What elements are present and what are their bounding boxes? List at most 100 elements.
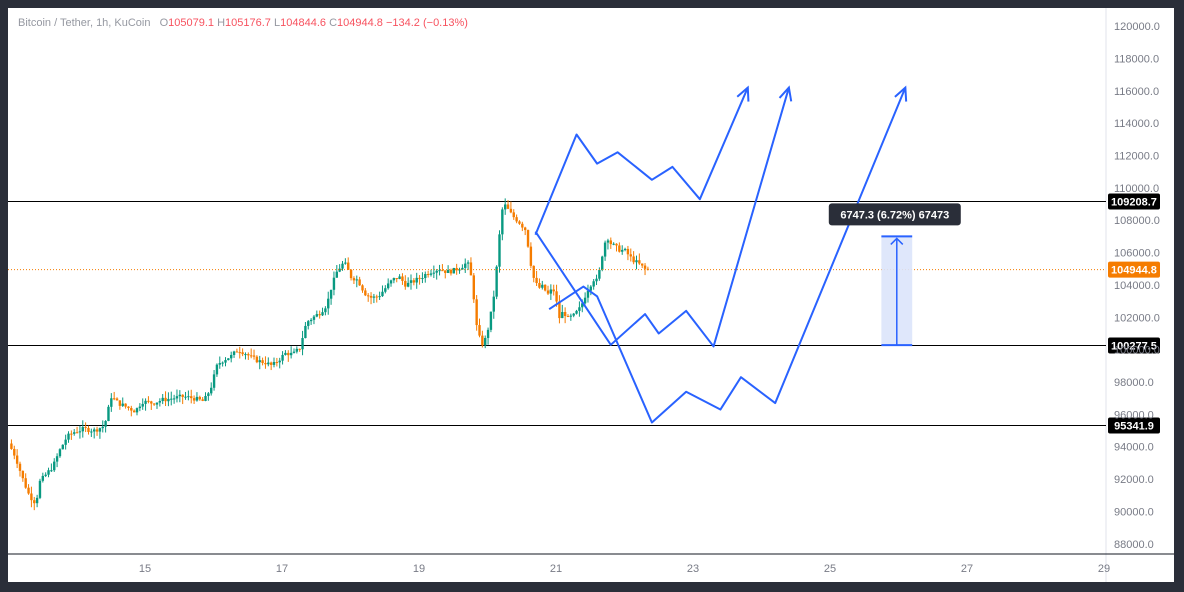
candle (464, 258, 467, 273)
candle (438, 264, 441, 276)
candle-body (389, 280, 393, 284)
candle-body (541, 284, 544, 288)
projection-path[interactable] (534, 87, 749, 236)
plot-background (8, 8, 1106, 554)
candle (386, 278, 390, 290)
candle-body (361, 285, 364, 291)
candle-body (47, 470, 50, 475)
candle-body (583, 297, 587, 304)
candle-body (221, 362, 224, 364)
candle-body (38, 480, 42, 498)
candle (164, 391, 167, 407)
candle-body (452, 267, 456, 274)
candle (601, 255, 604, 272)
candle-body (518, 221, 521, 224)
candle-body (18, 463, 22, 471)
candle-body (55, 456, 59, 462)
symbol-title[interactable]: Bitcoin / Tether, 1h, KuCoin (18, 17, 151, 29)
candle (190, 389, 193, 404)
candle (101, 420, 104, 433)
candle-body (201, 399, 204, 401)
candle (278, 357, 281, 369)
candle-body (612, 243, 615, 245)
candle (355, 275, 358, 288)
candle-body (426, 274, 430, 276)
candle (64, 434, 67, 450)
candle (132, 409, 136, 413)
candle (566, 314, 570, 318)
price-chart[interactable]: 109208.7 100277.5 95341.9 104944.8 120000.… (8, 8, 1174, 582)
price-axis[interactable]: 120000.0 118000.0 116000.0 114000.0 112000.0… (1114, 21, 1160, 551)
projection-path[interactable] (534, 87, 790, 348)
time-axis[interactable]: 15 17 19 21 23 25 27 29 (139, 563, 1110, 575)
candle-body (375, 296, 378, 298)
horizontal-levels[interactable]: 109208.7 100277.5 95341.9 (8, 193, 1160, 434)
measure-arrowhead (890, 237, 904, 245)
candle (523, 226, 527, 236)
candle-body (67, 433, 70, 440)
candle-body (298, 348, 301, 350)
candle (632, 251, 635, 265)
time-tick-label: 29 (1098, 563, 1110, 575)
candle (398, 274, 401, 280)
level-price-badge (1108, 337, 1160, 354)
candle (321, 307, 324, 317)
open-label: O (159, 17, 169, 29)
candle (61, 444, 64, 450)
candle-body (292, 351, 296, 353)
candle (235, 348, 239, 353)
candle-body (566, 316, 570, 318)
candle-body (532, 265, 535, 278)
price-tick-label: 88000.0 (1114, 539, 1154, 551)
candle (244, 352, 247, 360)
candle-body (178, 394, 182, 397)
candle-body (141, 403, 144, 407)
candle (352, 276, 356, 284)
candle-body (215, 364, 219, 375)
candle (78, 425, 82, 439)
projection-path[interactable] (548, 87, 907, 424)
candle-body (212, 374, 216, 388)
projection-paths[interactable] (534, 85, 908, 424)
candle-body (355, 279, 358, 281)
candle (292, 348, 296, 354)
candle-body (24, 478, 27, 488)
candle (401, 273, 404, 285)
measure-tool[interactable] (881, 235, 913, 347)
candle-body (252, 355, 256, 357)
candle (572, 312, 575, 318)
candle (341, 260, 344, 271)
candle-body (492, 296, 495, 312)
candle (372, 293, 376, 304)
candle-body (592, 281, 595, 287)
candle (429, 269, 433, 277)
candle-body (523, 227, 527, 231)
candle-body (118, 400, 122, 406)
candle (404, 275, 407, 290)
candle-body (275, 361, 279, 363)
candle-body (632, 256, 635, 263)
candle (324, 306, 327, 316)
candle-body (538, 283, 541, 288)
close-value: 104944.8 (337, 17, 383, 29)
candle (95, 426, 99, 436)
candle-body (261, 360, 264, 364)
candle (586, 284, 590, 303)
candle (87, 425, 90, 435)
candle-body (335, 271, 338, 278)
candle (472, 272, 475, 303)
candle (318, 310, 321, 319)
candle (241, 348, 244, 357)
candle (643, 263, 647, 276)
grid-layer (8, 8, 1174, 582)
candle (426, 270, 430, 278)
candle-body (84, 427, 87, 429)
candle-body (601, 256, 604, 270)
price-tick-label: 116000.0 (1114, 86, 1159, 98)
price-tick-label: 94000.0 (1114, 442, 1154, 454)
candle (275, 357, 279, 367)
candle-body (515, 217, 518, 222)
candle (486, 327, 490, 345)
candle-body (569, 315, 573, 317)
candle-body (629, 254, 632, 257)
